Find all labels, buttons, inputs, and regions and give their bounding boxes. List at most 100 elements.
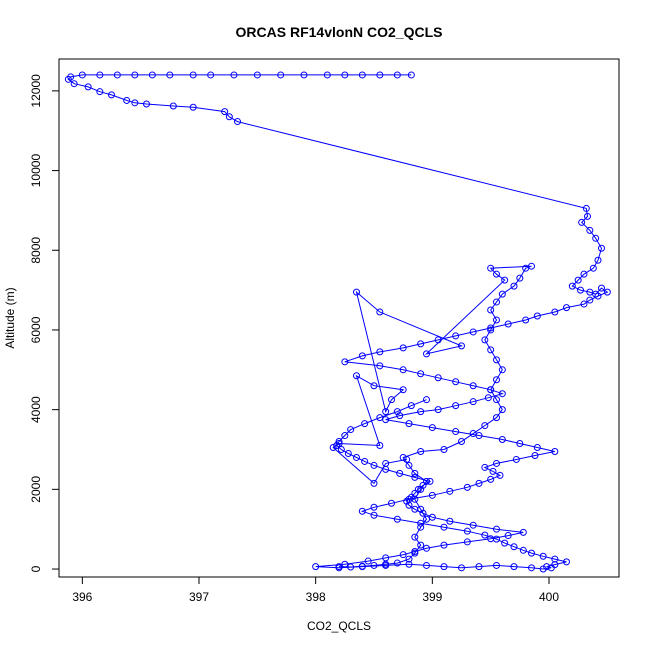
x-tick-label: 397 [189, 590, 209, 604]
data-point [423, 515, 430, 523]
data-point [493, 270, 500, 278]
data-point [417, 485, 425, 493]
data-point [335, 438, 343, 446]
data-point [411, 495, 419, 503]
data-point [417, 523, 425, 531]
data-point [96, 71, 104, 79]
data-point [528, 564, 535, 572]
data-point [475, 479, 483, 487]
data-point [169, 102, 177, 110]
data-point [519, 546, 527, 554]
data-point [405, 420, 413, 428]
data-point [407, 402, 415, 410]
data-point [329, 444, 337, 451]
data-point [516, 440, 524, 448]
data-point [399, 386, 407, 394]
data-point [300, 71, 308, 79]
data-point [347, 563, 355, 571]
data-point [458, 438, 465, 446]
data-point [347, 426, 355, 434]
data-point [469, 521, 477, 529]
data-point [493, 459, 500, 467]
data-point [376, 71, 384, 79]
data-point [481, 531, 489, 539]
data-point [335, 440, 343, 448]
data-point [594, 256, 602, 264]
data-point [113, 71, 121, 79]
data-point [582, 204, 590, 212]
series-layer [64, 71, 611, 573]
data-point [341, 432, 349, 440]
data-point [417, 505, 425, 513]
data-point [469, 398, 477, 406]
data-point [498, 390, 506, 398]
data-point [481, 463, 489, 471]
data-point [361, 457, 369, 465]
data-point [539, 552, 547, 560]
data-point [493, 376, 500, 384]
data-point [463, 483, 471, 491]
data-point [376, 414, 384, 422]
data-point [434, 374, 442, 382]
series-line-segment [332, 265, 532, 568]
data-point [487, 475, 495, 483]
data-point [335, 563, 343, 571]
data-point [405, 501, 413, 509]
data-point [370, 503, 378, 511]
data-point [434, 406, 442, 414]
data-point [469, 430, 477, 438]
data-point [225, 113, 233, 121]
data-point [487, 306, 495, 314]
data-point [388, 396, 395, 404]
y-tick-label: 2000 [29, 476, 43, 503]
data-point [574, 276, 582, 284]
data-point [376, 308, 384, 316]
data-point [501, 276, 509, 284]
data-point [528, 262, 535, 270]
data-point [487, 264, 495, 272]
data-point [463, 527, 471, 535]
data-point [446, 517, 454, 525]
data-point [528, 549, 535, 557]
data-point [510, 282, 518, 290]
data-point [498, 290, 506, 298]
data-point [396, 469, 404, 477]
data-point [407, 493, 415, 501]
data-point [411, 533, 419, 541]
series-line [67, 74, 609, 570]
data-point [411, 469, 419, 477]
data-point [533, 444, 541, 451]
data-point [501, 539, 509, 547]
data-point [358, 507, 366, 515]
data-point [341, 358, 349, 366]
data-point [475, 563, 483, 571]
data-point [403, 455, 411, 463]
data-point [123, 96, 131, 104]
data-point [428, 491, 436, 499]
data-point [452, 428, 460, 436]
data-point [131, 71, 139, 79]
data-point [481, 336, 489, 344]
data-point [510, 563, 518, 571]
data-point [393, 408, 401, 416]
data-point [487, 535, 495, 543]
data-point [423, 396, 430, 404]
x-axis: 396 397 398 399 400 [72, 576, 559, 604]
data-point [586, 296, 594, 304]
data-point [358, 352, 366, 360]
data-point [584, 212, 591, 220]
data-point [370, 461, 378, 469]
data-point [516, 274, 524, 282]
data-point [417, 408, 425, 416]
y-tick-label: 12000 [29, 74, 43, 108]
data-point [578, 218, 586, 226]
data-point [382, 459, 390, 467]
x-tick-label: 399 [422, 590, 442, 604]
chart-title: ORCAS RF14vlonN CO2_QCLS [236, 24, 443, 40]
data-point [458, 564, 465, 572]
data-point [598, 244, 605, 252]
data-point [388, 499, 395, 507]
data-point [586, 226, 594, 234]
data-point [207, 71, 215, 79]
